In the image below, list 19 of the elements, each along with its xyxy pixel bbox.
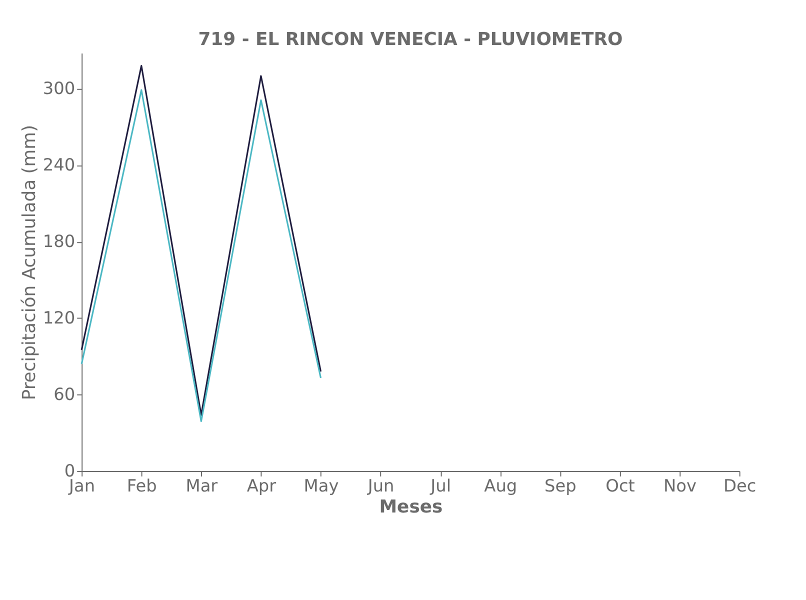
x-tick-label: Dec <box>723 475 756 496</box>
x-tick-label: Apr <box>246 475 276 496</box>
x-tick-label: May <box>304 475 339 496</box>
y-tick-label: 120 <box>42 308 76 328</box>
y-tick-label: 300 <box>42 78 76 98</box>
x-tick-label: Aug <box>484 475 518 496</box>
y-axis-title: Precipitación Acumulada (mm) <box>18 124 40 400</box>
x-tick-label: Oct <box>606 475 636 496</box>
x-tick-label: Jun <box>366 475 394 496</box>
chart-title: 719 - EL RINCON VENECIA - PLUVIOMETRO <box>198 29 623 50</box>
x-tick-label: Mar <box>186 475 218 496</box>
y-tick-label: 240 <box>42 154 76 175</box>
x-tick-label: Feb <box>126 475 157 496</box>
y-tick-label: 60 <box>54 384 76 404</box>
x-tick-label: Jul <box>430 475 452 496</box>
x-tick-label: Sep <box>544 475 576 496</box>
x-axis-title: Meses <box>379 496 443 518</box>
x-tick-label: Nov <box>664 475 697 496</box>
y-tick-label: 180 <box>42 231 76 252</box>
